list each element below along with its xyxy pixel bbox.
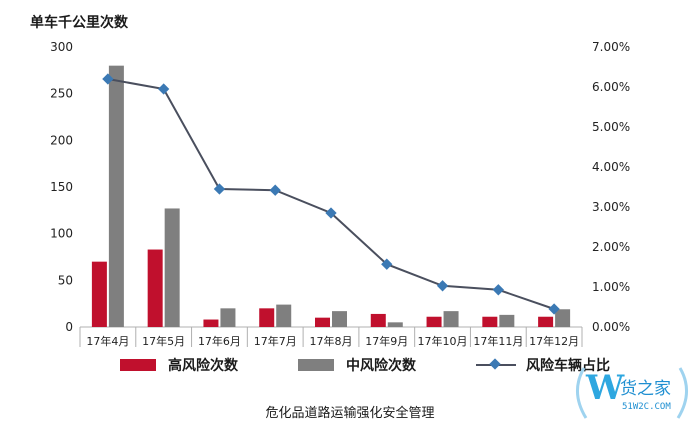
- y-tick-label: 200: [50, 133, 73, 147]
- bar-medium-risk: [276, 304, 292, 327]
- y-tick-label: 250: [50, 87, 73, 101]
- watermark-url: 51W2C.COM: [622, 402, 671, 412]
- watermark-logo: W 货之家 51W2C.COM: [570, 362, 694, 422]
- bar-medium-risk: [220, 308, 236, 327]
- legend-swatch-medium-risk: [298, 359, 334, 371]
- x-tick-label: 17年7月: [254, 334, 297, 348]
- risk-ratio-point: [548, 303, 560, 315]
- risk-ratio-point: [158, 83, 170, 95]
- bar-medium-risk: [499, 314, 515, 327]
- x-tick-label: 17年11月: [473, 334, 523, 348]
- legend-label-risk-ratio: 风险车辆占比: [526, 358, 610, 374]
- x-tick-label: 17年9月: [365, 334, 408, 348]
- legend-item-high-risk: 高风险次数: [120, 355, 238, 375]
- bar-high-risk: [370, 313, 386, 327]
- y-tick-label: 150: [50, 180, 73, 194]
- x-tick-label: 17年10月: [418, 334, 468, 348]
- y-axis-title: 单车千公里次数: [30, 15, 128, 31]
- x-tick-label: 17年6月: [198, 334, 241, 348]
- chart-caption: 危化品道路运输强化安全管理: [265, 406, 435, 421]
- bar-high-risk: [91, 261, 107, 327]
- legend-item-risk-ratio: 风险车辆占比: [476, 355, 610, 375]
- bar-medium-risk: [164, 208, 180, 327]
- x-tick-label: 17年4月: [86, 334, 129, 348]
- bar-medium-risk: [443, 311, 459, 327]
- legend-swatch-high-risk: [120, 359, 156, 371]
- y-tick-label: 300: [50, 40, 73, 54]
- y2-tick-label: 0.00%: [592, 320, 630, 334]
- bar-medium-risk: [332, 311, 347, 327]
- legend-label-medium-risk: 中风险次数: [346, 358, 416, 374]
- watermark-text: 货之家: [620, 379, 671, 399]
- y2-tick-label: 2.00%: [592, 240, 630, 254]
- bar-medium-risk: [108, 65, 124, 328]
- y-tick-label: 0: [65, 320, 73, 334]
- y-tick-label: 50: [58, 273, 73, 287]
- risk-ratio-point: [381, 258, 393, 270]
- y2-tick-label: 5.00%: [592, 120, 630, 134]
- risk-ratio-point: [325, 207, 337, 219]
- legend-swatch-risk-ratio: [476, 359, 516, 371]
- risk-ratio-point: [436, 280, 449, 292]
- legend-label-high-risk: 高风险次数: [168, 358, 238, 374]
- legend-item-medium-risk: 中风险次数: [298, 355, 416, 375]
- x-tick-label: 17年12月: [529, 334, 579, 348]
- bar-high-risk: [315, 317, 330, 327]
- x-tick-label: 17年8月: [310, 334, 353, 348]
- bar-high-risk: [482, 316, 498, 327]
- risk-ratio-point: [269, 184, 281, 196]
- bar-medium-risk: [555, 309, 571, 327]
- x-tick-label: 17年5月: [142, 334, 185, 348]
- y-tick-label: 100: [50, 227, 73, 241]
- laurel-icon: [576, 367, 688, 419]
- bar-high-risk: [203, 319, 219, 327]
- bar-high-risk: [426, 316, 442, 327]
- bar-high-risk: [259, 308, 275, 327]
- risk-ratio-point: [213, 183, 226, 195]
- bar-high-risk: [147, 249, 163, 327]
- y2-tick-label: 7.00%: [592, 40, 630, 54]
- bar-high-risk: [538, 316, 554, 327]
- y2-tick-label: 4.00%: [592, 160, 630, 174]
- risk-ratio-point: [492, 284, 504, 296]
- y2-tick-label: 6.00%: [592, 80, 630, 94]
- y2-tick-label: 3.00%: [592, 200, 630, 214]
- y2-tick-label: 1.00%: [592, 280, 630, 294]
- legend: 高风险次数 中风险次数 风险车辆占比: [120, 355, 670, 375]
- bar-medium-risk: [387, 322, 403, 327]
- watermark-mark: W: [586, 368, 625, 408]
